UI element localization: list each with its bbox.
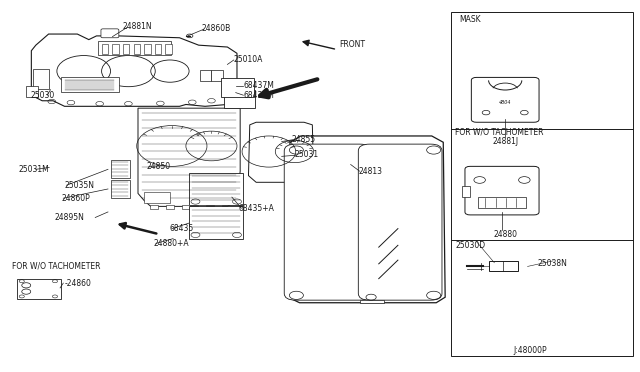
Text: 24850: 24850 [147, 162, 170, 171]
Bar [145, 192, 170, 203]
Bar [463, 186, 470, 197]
Bar [200, 70, 211, 81]
Text: 68437M: 68437M [243, 91, 275, 100]
Text: 68435: 68435 [170, 224, 194, 233]
Text: 68437M: 68437M [243, 81, 275, 90]
Bar [211, 70, 223, 81]
Bar [166, 44, 172, 54]
Text: 24813: 24813 [358, 167, 382, 176]
Bar [102, 44, 108, 54]
Text: 24860P: 24860P [61, 194, 90, 203]
Text: 25030: 25030 [30, 91, 54, 100]
Text: FOR W/O TACHOMETER: FOR W/O TACHOMETER [456, 128, 544, 137]
Bar [155, 44, 161, 54]
Bar [98, 41, 172, 55]
Bar [26, 86, 38, 97]
Bar [451, 12, 633, 356]
Text: 68435+A: 68435+A [239, 204, 275, 213]
Bar [61, 77, 119, 92]
Bar [477, 197, 526, 208]
Bar [111, 180, 130, 198]
FancyBboxPatch shape [101, 29, 119, 38]
FancyBboxPatch shape [284, 144, 371, 300]
Bar [224, 90, 255, 108]
Text: 24881J: 24881J [492, 137, 518, 146]
Bar [123, 44, 129, 54]
Text: MASK: MASK [460, 15, 481, 24]
FancyBboxPatch shape [358, 144, 442, 300]
Text: 24855: 24855 [291, 135, 316, 144]
Bar [189, 173, 243, 205]
Text: 25031M: 25031M [19, 165, 49, 174]
Bar [166, 205, 173, 209]
Bar [221, 78, 254, 97]
Text: 25031: 25031 [294, 150, 319, 159]
Bar [134, 44, 140, 54]
Text: 25030D: 25030D [456, 241, 486, 250]
Text: J:48000P: J:48000P [513, 346, 547, 355]
Text: 24881N: 24881N [122, 22, 152, 31]
Bar [189, 206, 243, 238]
Bar [144, 44, 150, 54]
Text: FRONT: FRONT [339, 40, 365, 49]
Bar [360, 300, 385, 304]
Text: FOR W/O TACHOMETER: FOR W/O TACHOMETER [12, 261, 100, 270]
Text: 24860B: 24860B [202, 24, 231, 33]
Text: 25035N: 25035N [65, 181, 95, 190]
Text: 4804: 4804 [499, 100, 511, 105]
Text: 24880+A: 24880+A [154, 239, 189, 248]
FancyBboxPatch shape [465, 166, 539, 215]
Bar [214, 205, 221, 209]
FancyBboxPatch shape [33, 68, 49, 89]
FancyBboxPatch shape [471, 77, 539, 122]
Text: 25010A: 25010A [234, 55, 263, 64]
Text: -24860: -24860 [65, 279, 92, 288]
Bar [198, 205, 205, 209]
Text: 24895N: 24895N [55, 213, 85, 222]
Bar [17, 279, 61, 299]
Bar [150, 205, 158, 209]
Text: 25038N: 25038N [537, 259, 567, 268]
Bar [112, 44, 118, 54]
Text: 24880: 24880 [493, 230, 517, 239]
Bar [111, 160, 130, 178]
Bar [182, 205, 189, 209]
Bar [489, 261, 518, 271]
